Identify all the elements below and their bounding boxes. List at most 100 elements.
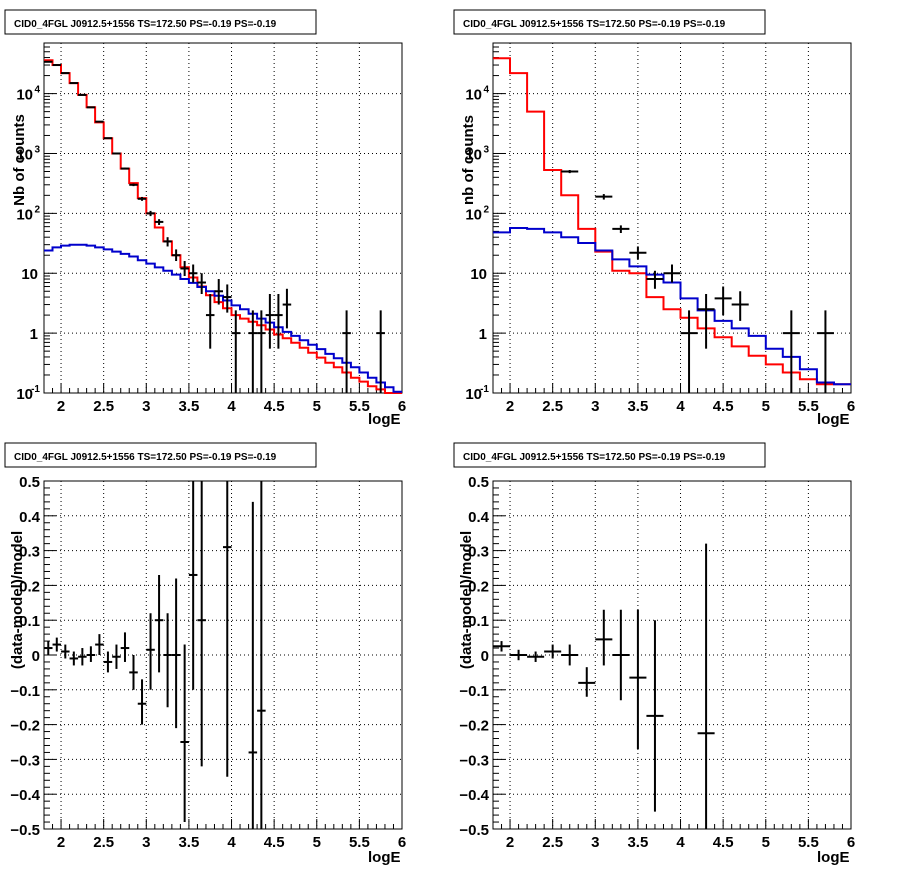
- data-point: [163, 613, 172, 708]
- chart-title: CID0_4FGL J0912.5+1556 TS=172.50 PS=-0.1…: [14, 19, 277, 30]
- data-point: [595, 194, 613, 200]
- data-point: [78, 93, 87, 96]
- data-point: [205, 294, 215, 349]
- data-point: [112, 644, 121, 669]
- data-point: [816, 310, 834, 393]
- y-tick-label: −0.2: [10, 718, 40, 735]
- data-point: [180, 644, 189, 823]
- data-point: [663, 264, 681, 283]
- data-point: [86, 646, 96, 662]
- y-tick-label-exponent: -1: [480, 384, 489, 395]
- x-tick-label: 4.5: [264, 398, 285, 415]
- data-point: [154, 574, 164, 673]
- y-tick-label: 0: [32, 648, 40, 665]
- y-tick-label: −0.3: [459, 752, 489, 769]
- data-point: [95, 634, 104, 655]
- data-point: [69, 82, 79, 85]
- x-tick-label: 3.5: [627, 834, 648, 851]
- y-tick-label: −0.2: [459, 718, 489, 735]
- data-point: [103, 651, 113, 673]
- x-tick-label: 4.5: [713, 398, 734, 415]
- model-total-line: [493, 57, 851, 386]
- model-total-line: [44, 59, 402, 394]
- y-tick-label: 0.5: [468, 474, 489, 491]
- y-tick-label: 0.5: [19, 474, 40, 491]
- y-tick-label-exponent: 4: [34, 85, 40, 96]
- data-point: [561, 169, 579, 174]
- y-axis-label: (data-model)/model: [9, 531, 26, 669]
- y-tick-label: 10: [465, 386, 482, 403]
- y-tick-label: 10: [465, 87, 482, 104]
- x-tick-label: 6: [847, 834, 855, 851]
- data-point: [44, 641, 53, 655]
- data-point: [103, 137, 113, 140]
- data-point: [578, 667, 596, 697]
- data-point: [171, 249, 181, 262]
- chart-title: CID0_4FGL J0912.5+1556 TS=172.50 PS=-0.1…: [463, 452, 726, 463]
- data-point: [61, 72, 70, 75]
- y-tick-label: 10: [16, 146, 33, 163]
- y-axis-label: nb of counts: [460, 115, 477, 205]
- data-point: [257, 481, 266, 829]
- data-point: [714, 286, 732, 316]
- y-tick-label: −0.5: [459, 822, 489, 839]
- x-tick-label: 2: [506, 834, 514, 851]
- chart-panel-top-right: CID0_4FGL J0912.5+1556 TS=172.50 PS=-0.1…: [453, 9, 855, 428]
- y-tick-label: 10: [16, 87, 33, 104]
- chart-panel-top-left: CID0_4FGL J0912.5+1556 TS=172.50 PS=-0.1…: [4, 9, 406, 428]
- y-tick-label: −0.4: [459, 787, 489, 804]
- data-point: [146, 210, 155, 217]
- x-tick-label: 5: [762, 398, 770, 415]
- x-tick-label: 2.5: [542, 834, 563, 851]
- x-tick-label: 3.5: [178, 398, 199, 415]
- x-tick-label: 4: [676, 398, 685, 415]
- chart-panel-bottom-left: CID0_4FGL J0912.5+1556 TS=172.50 PS=-0.1…: [4, 442, 406, 866]
- data-point: [86, 106, 96, 109]
- x-axis-label: logE: [368, 411, 401, 428]
- chart-panel-bottom-right: CID0_4FGL J0912.5+1556 TS=172.50 PS=-0.1…: [453, 442, 855, 866]
- data-point: [248, 310, 258, 393]
- chart-title: CID0_4FGL J0912.5+1556 TS=172.50 PS=-0.1…: [463, 19, 726, 30]
- data-point: [61, 644, 70, 659]
- title-box: [4, 9, 317, 35]
- data-point: [120, 167, 130, 170]
- data-point: [510, 649, 528, 661]
- x-tick-label: 5.5: [798, 834, 819, 851]
- data-point: [214, 279, 223, 305]
- data-point: [95, 120, 104, 123]
- data-point: [146, 613, 155, 690]
- y-tick-label: 0.1: [19, 613, 40, 630]
- data-point: [257, 310, 266, 393]
- data-point: [629, 246, 647, 260]
- plot-area: 2 2.5 3 3.5 4 4.5 5 5.5 6 −0.5 −0.4 −0.3 −0.2 −0.1 0 0.…: [10, 474, 406, 851]
- data-point: [44, 60, 53, 63]
- x-tick-label: 4.5: [713, 834, 734, 851]
- y-tick-label: 10: [465, 206, 482, 223]
- plot-area: 2 2.5 3 3.5 4 4.5 5 5.5 6 −0.5 −0.4 −0.3 −0.2 −0.1 0 0.…: [459, 474, 855, 851]
- data-point: [188, 481, 198, 690]
- y-tick-label: −0.1: [459, 683, 489, 700]
- y-tick-label: 0.2: [19, 578, 40, 595]
- data-point: [129, 183, 138, 187]
- x-tick-label: 3: [142, 398, 150, 415]
- data-point: [561, 644, 579, 666]
- data-point: [197, 481, 206, 767]
- data-point: [248, 501, 258, 829]
- y-tick-label: 0.4: [468, 509, 490, 526]
- y-tick-label: −0.3: [10, 752, 40, 769]
- data-point: [52, 64, 62, 67]
- x-tick-label: 5.5: [349, 398, 370, 415]
- data-point: [78, 648, 87, 666]
- data-point: [493, 641, 511, 652]
- x-tick-label: 3: [142, 834, 150, 851]
- x-tick-label: 5: [762, 834, 770, 851]
- data-point: [612, 609, 630, 701]
- data-point: [680, 310, 698, 393]
- x-tick-label: 6: [398, 834, 406, 851]
- data-point: [697, 543, 715, 829]
- data-point: [129, 655, 138, 690]
- x-tick-label: 2: [57, 398, 65, 415]
- data-point: [188, 264, 198, 283]
